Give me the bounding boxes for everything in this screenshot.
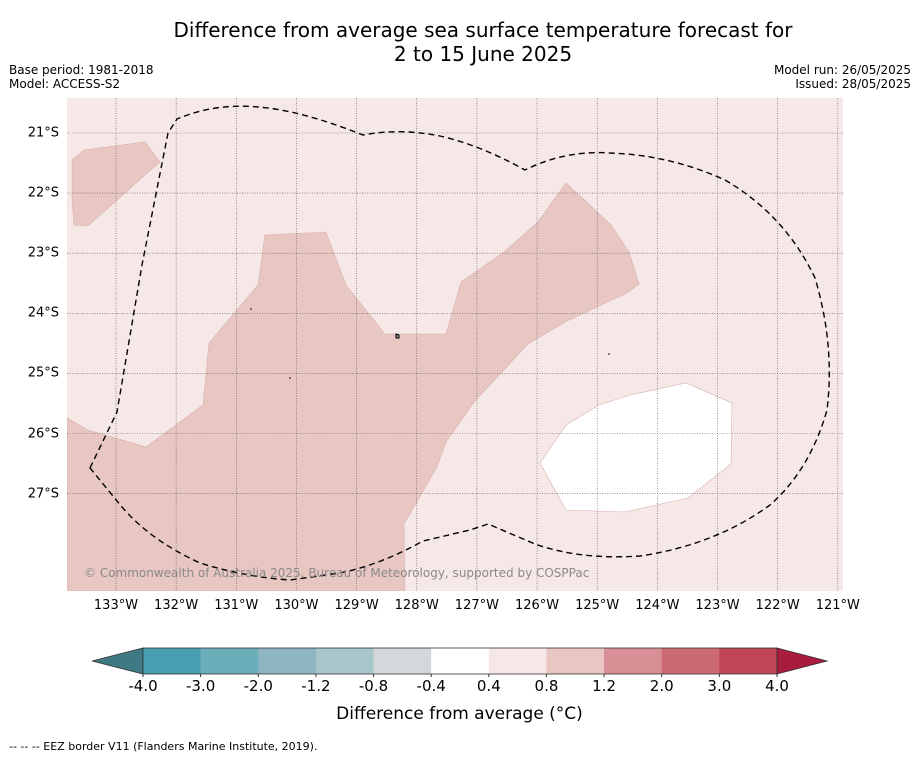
colorbar-tick-label: 4.0 (765, 677, 789, 695)
latitude-label: 26°S (27, 426, 59, 441)
chart-title: Difference from average sea surface temp… (0, 18, 919, 66)
latitude-label: 25°S (27, 365, 59, 381)
colorbar-tick-label: -4.0 (128, 677, 158, 695)
longitude-label: 133°W (93, 598, 139, 613)
latitude-label: 22°S (27, 185, 59, 201)
island (250, 308, 252, 310)
colorbar-tick-label: 0.4 (476, 677, 501, 695)
title-line-1: Difference from average sea surface temp… (173, 18, 793, 42)
longitude-label: 130°W (274, 598, 319, 613)
colorbar-tick-label: -1.2 (301, 677, 331, 695)
island (395, 333, 400, 339)
meta-right: Model run: 26/05/2025 Issued: 28/05/2025 (774, 63, 911, 91)
longitude-label: 128°W (394, 598, 439, 613)
copyright-notice: © Commonwealth of Australia 2025, Bureau… (84, 566, 589, 580)
anomaly-region-main (67, 182, 640, 591)
model-name: Model: ACCESS-S2 (9, 77, 121, 91)
issued-date: Issued: 28/05/2025 (795, 77, 911, 91)
colorbar-tick-label: -2.0 (243, 677, 273, 695)
island (608, 353, 610, 355)
longitude-label: 129°W (334, 598, 379, 613)
neutral-anomaly-region (539, 382, 733, 513)
eez-border (89, 105, 830, 581)
longitude-label: 126°W (514, 598, 560, 613)
latitude-label: 21°S (27, 125, 59, 141)
longitude-label: 122°W (755, 598, 800, 613)
colorbar-title: Difference from average (°C) (336, 704, 583, 724)
colorbar-tick-label: 0.8 (534, 677, 559, 695)
colorbar-tick-label: -0.4 (416, 677, 446, 695)
longitude-label: 123°W (695, 598, 740, 613)
island (289, 377, 291, 379)
title-line-2: 2 to 15 June 2025 (393, 42, 573, 66)
longitude-label: 131°W (214, 598, 259, 613)
latitude-label: 27°S (27, 486, 59, 502)
latitude-label: 24°S (27, 305, 59, 321)
latitude-label: 23°S (27, 245, 59, 261)
colorbar-tick-label: 2.0 (649, 677, 674, 695)
eez-footnote: -- -- -- EEZ border V11 (Flanders Marine… (9, 740, 318, 753)
longitude-label: 127°W (454, 598, 499, 613)
model-run-date: Model run: 26/05/2025 (773, 63, 911, 77)
gridlines (67, 98, 843, 591)
longitude-label: 132°W (154, 598, 199, 613)
base-period: Base period: 1981-2018 (9, 63, 154, 77)
map-area: © Commonwealth of Australia 2025, Bureau… (67, 98, 843, 591)
longitude-label: 124°W (635, 598, 680, 613)
colorbar-tick-label: -0.8 (358, 677, 389, 695)
longitude-label: 121°W (815, 598, 860, 613)
meta-left: Base period: 1981-2018 Model: ACCESS-S2 (9, 63, 154, 91)
colorbar-tick-label: 3.0 (707, 677, 732, 695)
colorbar-tick-label: -3.0 (185, 677, 216, 695)
longitude-label: 125°W (575, 598, 620, 613)
colorbar-tick-label: 1.2 (592, 677, 617, 695)
